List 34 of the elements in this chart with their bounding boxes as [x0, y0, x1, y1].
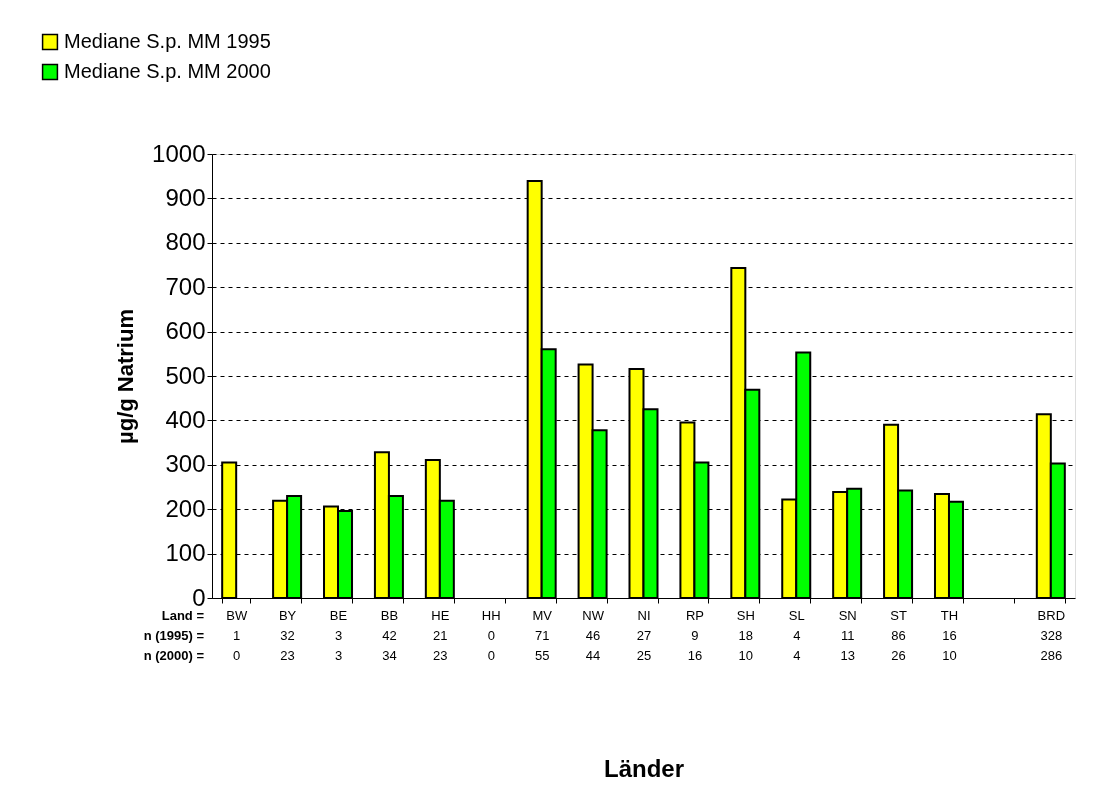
y-tick-label: 500 — [165, 361, 206, 389]
y-tick-label: 1000 — [152, 139, 206, 167]
x-tick-label: BE 3 3 — [329, 607, 348, 663]
y-axis-title: µg/g Natrium — [113, 309, 139, 444]
x-tick-label: SL 4 4 — [788, 607, 805, 663]
text: Land = — [161, 608, 205, 623]
x-tick-label: HH 0 0 — [481, 607, 501, 663]
x-tick-label: NW 46 44 — [582, 607, 605, 663]
x-tick-label: MV 71 55 — [532, 607, 553, 663]
x-tick-label: BW 1 0 — [226, 607, 248, 663]
y-tick-label: 400 — [165, 405, 206, 433]
y-tick-label: 600 — [165, 317, 206, 345]
x-tick-label: TH 16 10 — [940, 607, 959, 663]
y-tick-label: 800 — [165, 228, 206, 256]
x-tick-label: RP 9 16 — [685, 607, 704, 663]
y-tick-label: 300 — [165, 450, 206, 478]
x-axis-title: Länder — [603, 754, 685, 782]
x-tick-label: BRD 328 286 — [1037, 607, 1066, 663]
x-tick-label: SN 11 13 — [838, 607, 857, 663]
x-tick-label: BY 32 23 — [278, 607, 297, 663]
y-tick-label: 200 — [165, 494, 206, 522]
x-tick-label: BB 42 34 — [380, 607, 399, 663]
x-tick-label: NI 27 25 — [636, 607, 652, 663]
text: n (2000) = — [143, 648, 205, 663]
y-tick-label: 900 — [165, 183, 206, 211]
x-tick-label: ST 86 26 — [890, 607, 907, 663]
x-tick-label: SH 18 10 — [736, 607, 755, 663]
y-tick-label: 0 — [192, 583, 206, 611]
legend-label: Mediane S.p. MM 2000 — [64, 60, 271, 82]
y-tick-label: 100 — [165, 539, 206, 567]
legend-label: Mediane S.p. MM 1995 — [64, 30, 271, 52]
x-tick-label: HE 21 23 — [431, 607, 450, 663]
y-tick-label: 700 — [165, 272, 206, 300]
text: n (1995) = — [143, 628, 205, 643]
